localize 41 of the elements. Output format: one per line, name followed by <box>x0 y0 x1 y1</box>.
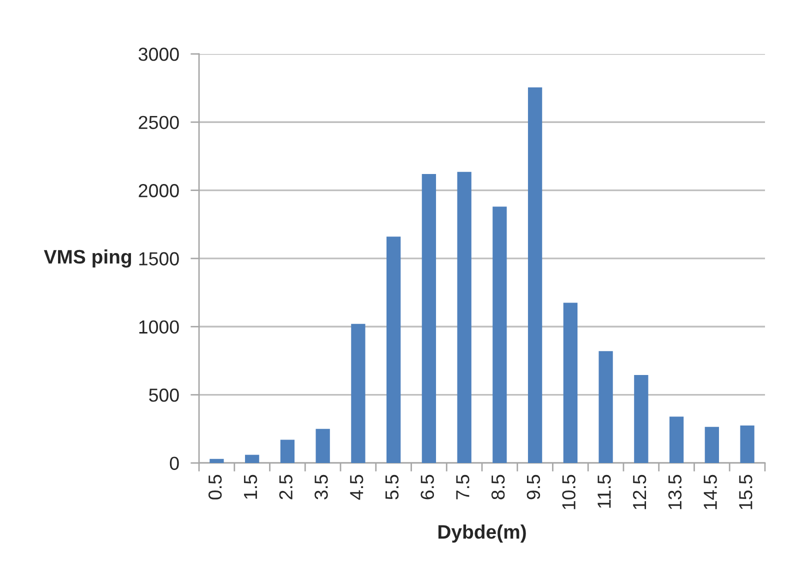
x-tick-label: 15.5 <box>739 474 752 510</box>
x-tick-label: 5.5 <box>386 474 399 500</box>
bar <box>422 174 436 463</box>
y-tick-label: 1500 <box>139 252 179 266</box>
bar <box>528 87 542 463</box>
x-tick-label: 0.5 <box>208 474 222 500</box>
bar <box>245 454 260 463</box>
x-tick-label: 3.5 <box>314 474 328 500</box>
bar <box>316 428 330 463</box>
y-tick-label: 3000 <box>138 48 179 61</box>
x-tick-label: 6.5 <box>420 474 434 500</box>
x-tick-label: 7.5 <box>456 474 470 500</box>
bar <box>563 302 578 463</box>
bar <box>457 172 472 463</box>
x-tick-label: 11.5 <box>598 474 611 508</box>
y-tick-label: 500 <box>149 388 179 402</box>
bar <box>740 425 754 463</box>
bar <box>492 206 507 463</box>
x-tick-label: 8.5 <box>491 474 505 500</box>
x-tick-label: 12.5 <box>632 474 646 510</box>
x-axis-title: Dybde(m) <box>438 524 526 543</box>
x-tick-label: 4.5 <box>350 474 364 500</box>
bar <box>598 351 613 463</box>
bar <box>210 458 224 463</box>
x-tick-label: 9.5 <box>526 474 540 500</box>
x-tick-label: 13.5 <box>668 474 682 510</box>
bar <box>669 416 684 463</box>
bar <box>386 236 401 463</box>
x-tick-label: 10.5 <box>562 474 576 510</box>
y-axis-title: VMS ping <box>44 249 132 268</box>
y-tick-label: 2500 <box>138 116 179 130</box>
x-tick-label: 1.5 <box>244 474 258 499</box>
bar <box>634 375 648 463</box>
bar <box>351 324 366 463</box>
x-tick-label: 14.5 <box>704 474 717 510</box>
bar <box>704 426 719 463</box>
y-tick-label: 2000 <box>138 184 179 198</box>
y-tick-label: 1000 <box>139 320 179 334</box>
y-tick-label: 0 <box>170 456 179 470</box>
bar <box>280 440 295 463</box>
x-tick-label: 2.5 <box>279 474 292 500</box>
